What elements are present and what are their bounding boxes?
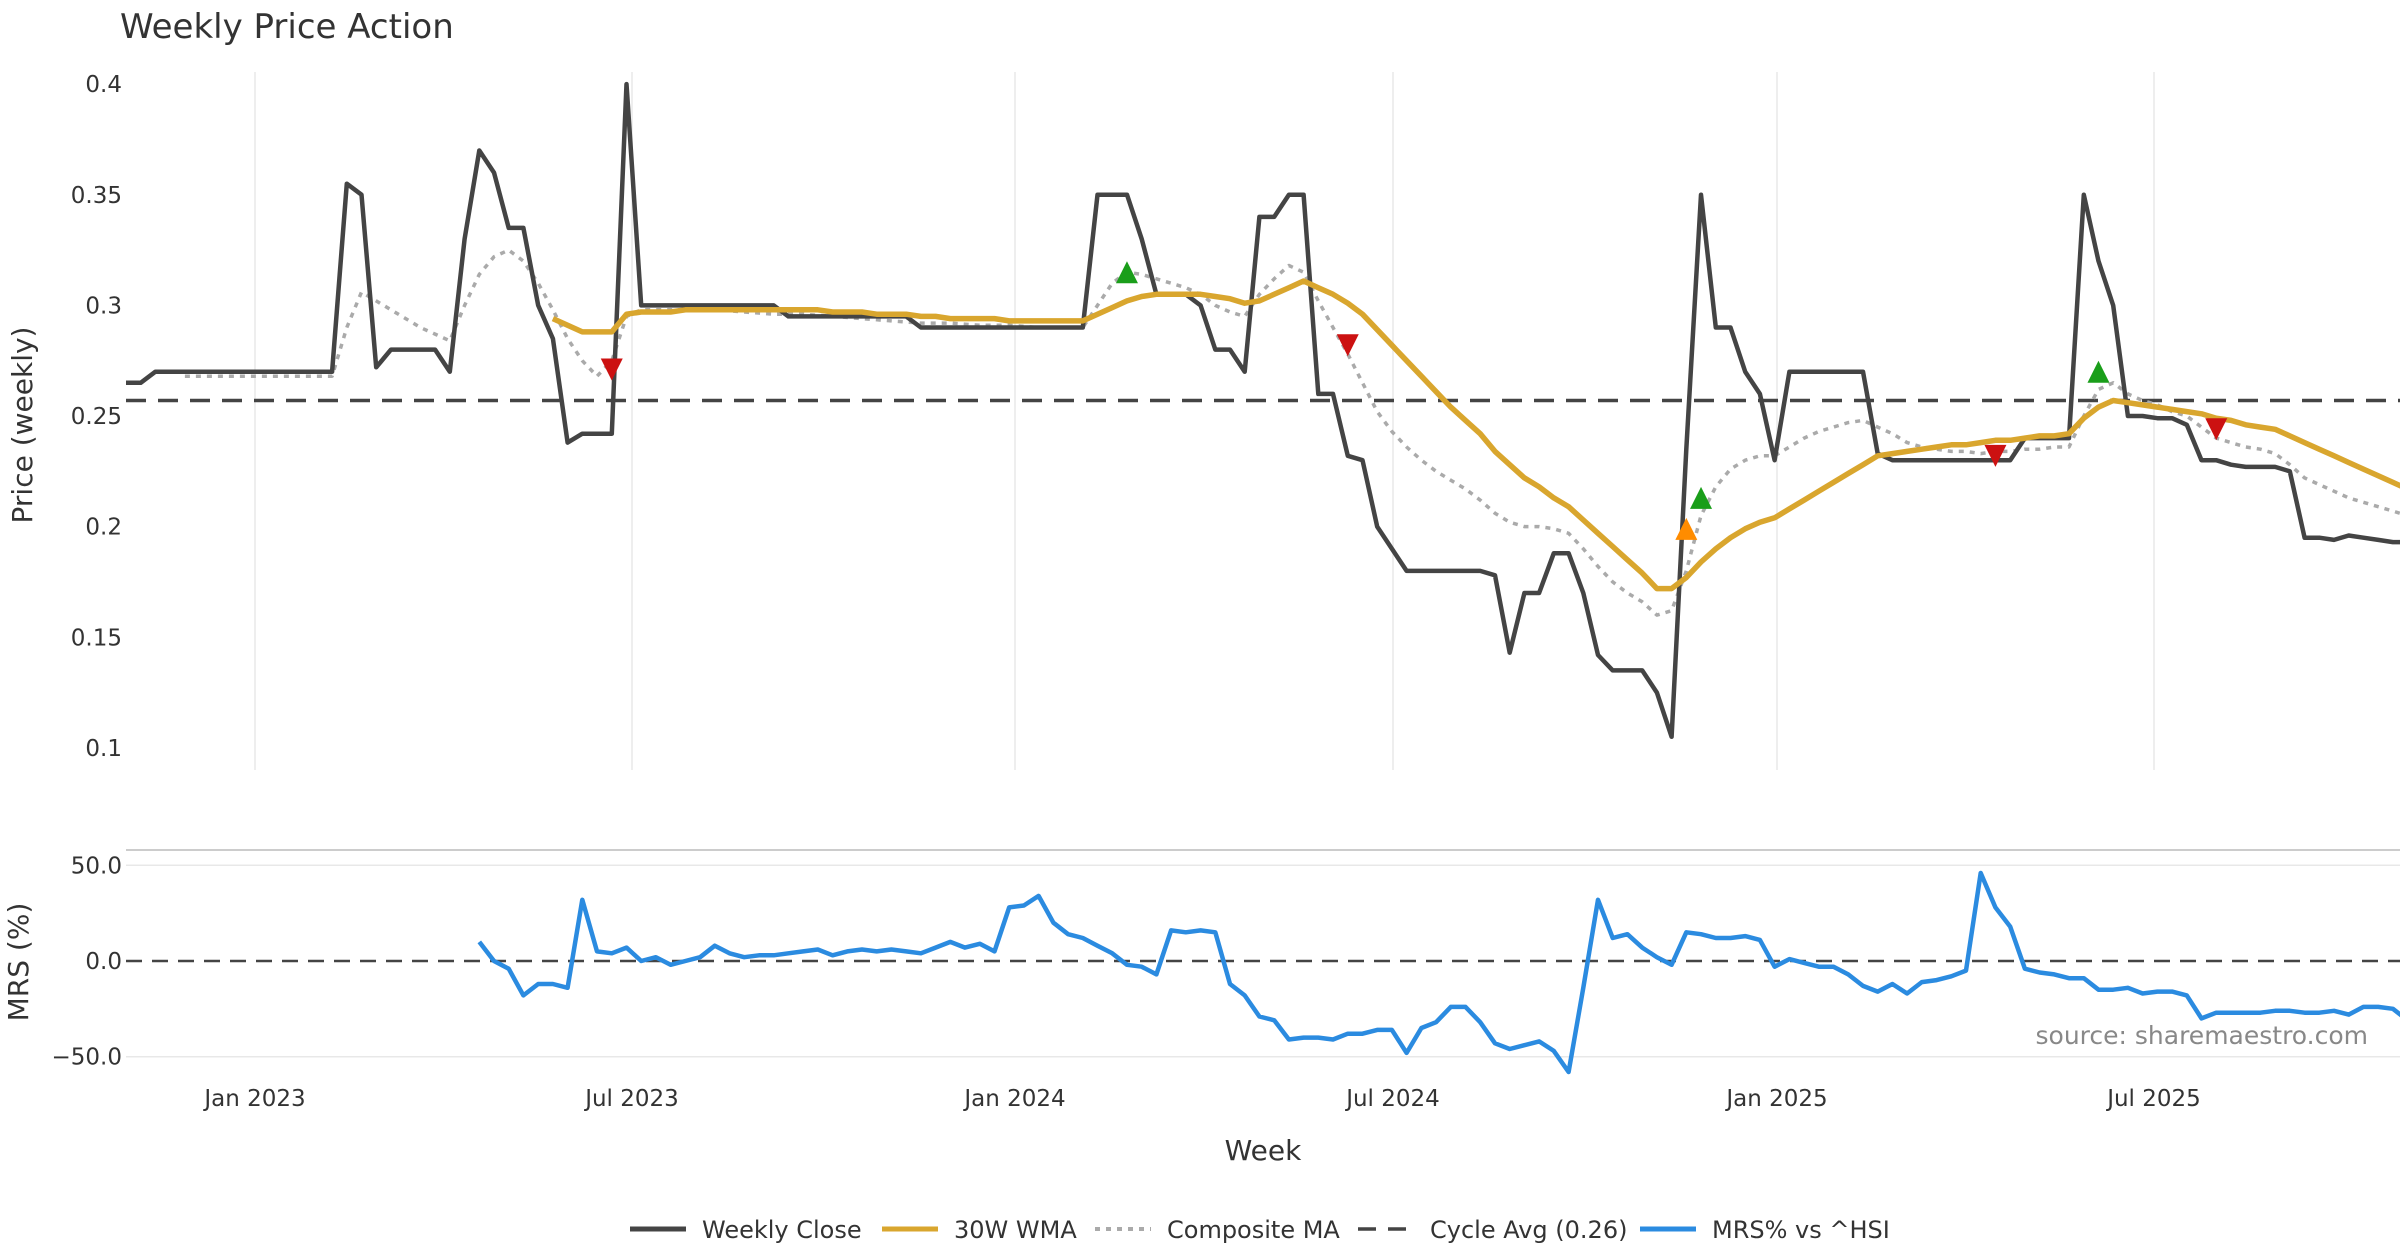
x-axis-label: Week: [1225, 1134, 1302, 1167]
sell-signal-marker: [1984, 444, 2007, 467]
price-y-tick-label: 0.25: [71, 404, 122, 430]
x-tick-label: Jan 2023: [202, 1086, 305, 1112]
mrs-y-ticks: 50.0 0.0 −50.0: [52, 853, 122, 1070]
sell-signal-marker: [1336, 334, 1359, 357]
mrs-series: [126, 870, 2400, 1075]
price-y-tick-label: 0.2: [85, 515, 122, 541]
legend-label: 30W WMA: [954, 1216, 1077, 1244]
buy-signal-marker: [1115, 261, 1138, 284]
legend-label: Weekly Close: [702, 1216, 862, 1244]
mrs-y-tick-label: −50.0: [52, 1045, 122, 1071]
price-y-tick-label: 0.15: [71, 625, 122, 651]
legend-label: Composite MA: [1167, 1216, 1340, 1244]
sell-signal-marker: [2205, 418, 2228, 441]
price-y-tick-label: 0.1: [85, 736, 122, 762]
mrs-y-axis-label: MRS (%): [2, 903, 35, 1022]
mrs-y-tick-label: 50.0: [71, 853, 122, 879]
buy-signal-marker: [1690, 486, 1713, 509]
mrs-y-tick-label: 0.0: [85, 949, 122, 975]
x-tick-label: Jul 2024: [1344, 1086, 1440, 1112]
x-tick-label: Jul 2025: [2105, 1086, 2201, 1112]
price-y-ticks: 0.4 0.35 0.3 0.25 0.2 0.15 0.1: [71, 72, 122, 762]
legend: Weekly Close 30W WMA Composite MA Cycle Avg…: [630, 1216, 1890, 1244]
price-series: [126, 81, 2400, 740]
x-tick-label: Jan 2025: [1724, 1086, 1827, 1112]
buy-signal-marker: [1675, 517, 1698, 540]
price-gridlines: [254, 72, 2155, 770]
legend-label: Cycle Avg (0.26): [1430, 1216, 1627, 1244]
price-y-tick-label: 0.3: [85, 293, 122, 319]
source-note: source: sharemaestro.com: [2036, 1021, 2369, 1050]
x-tick-label: Jan 2024: [962, 1086, 1065, 1112]
wma-30w-line: [551, 278, 2400, 592]
sell-signal-marker: [600, 358, 623, 381]
price-y-tick-label: 0.35: [71, 183, 122, 209]
price-y-tick-label: 0.4: [85, 72, 122, 98]
mrs-line: [477, 870, 2400, 1075]
price-y-axis-label: Price (weekly): [6, 327, 39, 524]
buy-signal-marker: [2087, 360, 2110, 383]
legend-label: MRS% vs ^HSI: [1712, 1216, 1890, 1244]
signal-markers: [600, 261, 2228, 540]
x-axis-ticks: Jan 2023 Jul 2023 Jan 2024 Jul 2024 Jan 2025…: [202, 1086, 2200, 1112]
chart-title: Weekly Price Action: [120, 7, 454, 47]
weekly-close-line: [126, 81, 2400, 740]
mrs-gridlines: [126, 864, 2400, 1058]
x-tick-label: Jul 2023: [583, 1086, 679, 1112]
